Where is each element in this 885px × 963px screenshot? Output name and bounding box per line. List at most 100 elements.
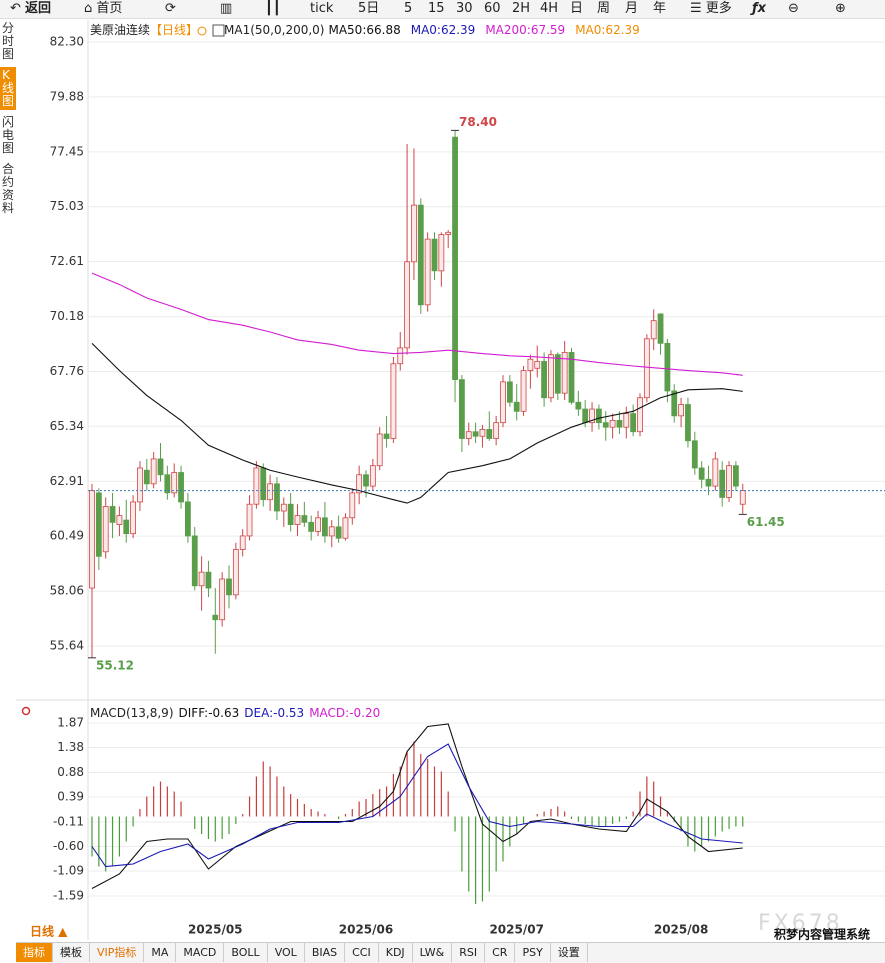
candle-body xyxy=(191,535,198,587)
candle-body xyxy=(274,483,280,512)
indicator-tab[interactable]: 设置 xyxy=(551,943,588,962)
candle-body xyxy=(130,501,137,535)
more-label[interactable]: 更多 xyxy=(705,1,732,16)
period-button[interactable]: 周 xyxy=(597,1,611,16)
period-button[interactable]: 5 xyxy=(404,1,413,16)
back-button[interactable]: ↶ 返回 xyxy=(10,1,52,16)
indicator-line xyxy=(91,342,743,504)
indicator-tab[interactable]: BIAS xyxy=(305,943,346,962)
candle-body xyxy=(287,503,294,526)
candles-icon[interactable]: ┃┃ xyxy=(265,1,281,16)
x-tick-label: 2025/08 xyxy=(654,923,708,937)
zoom-out[interactable]: ⊖ xyxy=(788,1,799,16)
period-button[interactable]: 2H xyxy=(512,1,531,16)
more-button[interactable]: ☰ 更多 xyxy=(690,1,732,16)
side-tab[interactable]: 闪电图 xyxy=(2,115,15,155)
y-tick-label: 65.34 xyxy=(50,419,84,433)
side-tab[interactable]: K线图 xyxy=(0,67,16,110)
candle-body xyxy=(719,469,726,498)
x-tick-label: 2025/06 xyxy=(339,923,393,937)
candle-body xyxy=(417,204,424,306)
indicator-tab[interactable]: VOL xyxy=(268,943,305,962)
candle-body xyxy=(226,578,232,596)
indicator-tab[interactable]: PSY xyxy=(515,943,551,962)
y-tick-label: 1.87 xyxy=(57,716,84,730)
candle-body xyxy=(575,401,582,410)
legend-entry: MA0:62.39 xyxy=(575,23,640,37)
indicator-line xyxy=(91,272,743,376)
fx-icon[interactable]: ƒx xyxy=(752,1,767,16)
candle-body xyxy=(260,467,267,501)
indicator-line xyxy=(91,743,743,868)
period-button[interactable]: 年 xyxy=(653,1,667,16)
candle-body xyxy=(95,492,102,557)
candle-body xyxy=(404,261,411,349)
candle-body xyxy=(164,474,171,494)
candle-body xyxy=(712,458,719,487)
candle-body xyxy=(89,490,95,589)
back-label[interactable]: 返回 xyxy=(25,1,52,16)
candle-body xyxy=(294,515,301,526)
side-tab[interactable]: 合约资料 xyxy=(2,162,15,215)
indicator-tab[interactable]: RSI xyxy=(452,943,486,962)
extreme-label: 78.40 xyxy=(459,115,497,129)
candle-body xyxy=(335,526,342,539)
candle-body xyxy=(630,413,637,433)
candle-body xyxy=(493,422,500,439)
candle-body xyxy=(253,467,260,505)
candle-body xyxy=(150,458,157,485)
candle-body xyxy=(664,342,671,392)
candle-body xyxy=(123,519,130,535)
candle-body xyxy=(479,429,486,437)
indicator-tab[interactable]: BOLL xyxy=(224,943,268,962)
home-button[interactable]: ⌂ 首页 xyxy=(84,1,123,16)
zoom-in[interactable]: ⊕ xyxy=(835,1,846,16)
candle-body xyxy=(637,397,643,433)
candle-body xyxy=(321,517,328,537)
watermark-logo: FX678 xyxy=(758,911,843,936)
y-tick-label: -0.11 xyxy=(53,815,84,829)
candle-body xyxy=(232,549,239,596)
candle-body xyxy=(198,571,205,587)
refresh-icon[interactable]: ⟳ xyxy=(165,1,176,16)
candle-body xyxy=(726,465,732,498)
candle-body xyxy=(205,571,212,589)
indicator-tab[interactable]: CCI xyxy=(345,943,379,962)
candle-body xyxy=(691,440,698,469)
side-tab[interactable]: 分时图 xyxy=(2,21,15,61)
indicator-line xyxy=(91,723,743,889)
candle-body xyxy=(431,238,438,272)
candle-body xyxy=(685,404,691,442)
candle-body xyxy=(383,433,390,439)
indicator-tab[interactable]: 指标 xyxy=(16,943,53,962)
candle-body xyxy=(397,347,404,365)
candle-body xyxy=(568,352,575,403)
candle-body xyxy=(342,517,349,539)
home-label[interactable]: 首页 xyxy=(96,1,123,16)
bars-icon[interactable]: ▥ xyxy=(220,1,233,16)
indicator-tab[interactable]: 模板 xyxy=(53,943,90,962)
candle-body xyxy=(411,204,417,263)
candle-body xyxy=(657,313,664,344)
y-tick-label: 1.38 xyxy=(57,740,84,754)
period-button[interactable]: 5日 xyxy=(358,1,380,16)
period-button[interactable]: tick xyxy=(310,1,334,16)
indicator-tab[interactable]: MA xyxy=(144,943,177,962)
candle-body xyxy=(582,408,589,424)
indicator-tab[interactable]: VIP指标 xyxy=(90,943,145,962)
y-tick-label: 79.88 xyxy=(50,89,84,103)
candle-body xyxy=(458,379,465,439)
period-button[interactable]: 日 xyxy=(570,1,584,16)
candle-body xyxy=(596,408,602,424)
period-button[interactable]: 60 xyxy=(484,1,501,16)
indicator-tab[interactable]: CR xyxy=(485,943,516,962)
period-button[interactable]: 15 xyxy=(428,1,445,16)
indicator-tab[interactable]: KDJ xyxy=(379,943,413,962)
period-button[interactable]: 30 xyxy=(456,1,473,16)
period-button[interactable]: 月 xyxy=(625,1,639,16)
period-button[interactable]: 4H xyxy=(540,1,559,16)
indicator-tab[interactable]: LW& xyxy=(413,943,453,962)
indicator-tab[interactable]: MACD xyxy=(176,943,225,962)
period-tab: 日线 ▲ xyxy=(30,924,68,939)
candle-body xyxy=(589,408,595,424)
